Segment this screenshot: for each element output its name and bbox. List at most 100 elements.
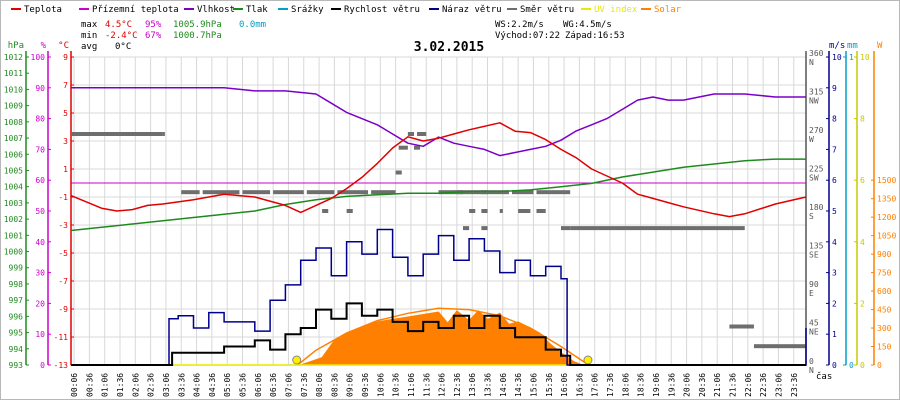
x-tick-label: 14:36 — [514, 373, 523, 397]
temperature-tick-label: -11 — [54, 333, 69, 342]
humidity-tick-label: 30 — [35, 269, 45, 278]
pressure-tick-label: 997 — [9, 296, 24, 305]
direction-compass-label: W — [809, 135, 814, 144]
x-tick-label: 03:36 — [177, 373, 186, 397]
wind-direction-segment — [273, 190, 304, 195]
x-tick-label: 07:06 — [284, 373, 293, 397]
x-tick-label: 09:06 — [346, 373, 355, 397]
pressure-tick-label: 1004 — [4, 183, 23, 192]
x-tick-label: 19:06 — [652, 373, 661, 397]
wind-direction-segment — [536, 190, 571, 195]
pressure-tick-label: 1009 — [4, 102, 23, 111]
x-tick-label: 21:36 — [729, 373, 738, 397]
wind-tick-label: 5 — [832, 207, 837, 216]
wind-direction-segment — [570, 226, 745, 231]
wind-direction-segment — [202, 190, 240, 195]
legend-label-smer: Směr větru — [520, 5, 574, 15]
rain-axis-unit: mm — [847, 41, 858, 51]
pressure-tick-label: 999 — [9, 264, 24, 273]
wind-direction-segment — [181, 190, 200, 195]
line-series — [70, 87, 807, 366]
direction-tick-label: 270 — [809, 126, 824, 135]
pressure-tick-label: 1007 — [4, 134, 23, 143]
humidity-axis-unit: % — [41, 41, 47, 51]
solar-tick-label: 1500 — [877, 176, 896, 185]
x-tick-label: 04:36 — [208, 373, 217, 397]
x-tick-label: 15:06 — [529, 373, 538, 397]
legend-label-vlhkost: Vlhkost — [197, 5, 235, 15]
x-tick-label: 06:06 — [254, 373, 263, 397]
x-tick-label: 23:06 — [774, 373, 783, 397]
temperature-tick-label: -13 — [54, 361, 69, 370]
solar-axis-unit: W — [877, 41, 883, 51]
uv-tick-label: 6 — [860, 176, 865, 185]
wind-direction-segment — [414, 145, 421, 150]
stat-avg-temp: 0°C — [115, 42, 131, 52]
wind-direction-segment — [518, 209, 531, 213]
wind-tick-label: 3 — [832, 269, 837, 278]
sun-marker — [292, 355, 302, 365]
pressure-tick-label: 1006 — [4, 150, 23, 159]
stats-block: max 4.5°C 95% 1005.9hPa 0.0mm min -2.4°C… — [81, 20, 625, 52]
pressure-tick-label: 1008 — [4, 118, 23, 127]
wind-direction-segment — [512, 190, 534, 195]
stat-max-label: max — [81, 20, 98, 30]
stat-max-rain: 0.0mm — [239, 20, 266, 30]
x-tick-label: 14:06 — [499, 373, 508, 397]
humidity-tick-label: 90 — [35, 84, 45, 93]
direction-compass-label: E — [809, 289, 814, 298]
x-tick-label: 11:06 — [407, 373, 416, 397]
solar-tick-label: 900 — [877, 250, 892, 259]
x-tick-label: 11:36 — [422, 373, 431, 397]
wind-speed-info: WS:2.2m/s — [495, 20, 544, 30]
wind-direction-segment — [71, 132, 163, 136]
direction-tick-label: 45 — [809, 319, 819, 328]
humidity-tick-label: 100 — [31, 53, 46, 62]
uv-tick-label: 4 — [860, 238, 865, 247]
x-tick-label: 06:36 — [269, 373, 278, 397]
x-tick-label: 08:36 — [330, 373, 339, 397]
direction-compass-label: S — [809, 212, 814, 221]
wind-tick-label: 1 — [832, 330, 837, 339]
sunrise-info: Východ:07:22 — [495, 31, 560, 41]
x-tick-label: 13:06 — [468, 373, 477, 397]
direction-compass-label: SE — [809, 251, 819, 260]
sunset-info: Západ:16:53 — [565, 31, 625, 41]
pressure-axis-unit: hPa — [8, 41, 24, 51]
solar-tick-label: 300 — [877, 324, 892, 333]
solar-tick-label: 750 — [877, 269, 892, 278]
temperature-tick-label: -7 — [58, 277, 68, 286]
legend-label-uv: UV index — [594, 5, 638, 15]
solar-tick-label: 1200 — [877, 213, 896, 222]
direction-tick-label: 360 — [809, 49, 824, 58]
wind-direction-segment — [398, 145, 408, 150]
humidity-tick-label: 80 — [35, 115, 45, 124]
wind-direction-segment — [753, 344, 806, 349]
wind-direction-segment — [322, 209, 329, 213]
wind-direction-segment — [463, 226, 470, 231]
wind-tick-label: 7 — [832, 145, 837, 154]
pressure-tick-label: 994 — [9, 345, 24, 354]
x-tick-label: 21:06 — [713, 373, 722, 397]
wind-gust-line — [71, 228, 807, 366]
humidity-tick-label: 60 — [35, 176, 45, 185]
x-tick-label: 13:36 — [484, 373, 493, 397]
pressure-line — [70, 158, 806, 232]
temperature-tick-label: -3 — [58, 221, 68, 230]
x-tick-label: 01:06 — [101, 373, 110, 397]
x-tick-label: 02:36 — [147, 373, 156, 397]
wind-direction-segment — [469, 209, 476, 213]
wind-direction-segment — [395, 170, 402, 175]
stat-min-label: min — [81, 31, 97, 41]
legend: Teplota Přízemní teplota Vlhkost Tlak Srážky… — [11, 5, 682, 15]
legend-label-srazky: Srážky — [291, 5, 324, 15]
direction-compass-label: N — [809, 366, 814, 375]
legend-label-prizemni: Přízemní teplota — [92, 5, 179, 15]
legend-label-naraz: Náraz větru — [442, 5, 502, 15]
solar-tick-label: 600 — [877, 287, 892, 296]
x-tick-label: 18:06 — [621, 373, 630, 397]
x-tick-label: 20:06 — [683, 373, 692, 397]
stat-min-hum: 67% — [145, 31, 162, 41]
wind-direction-segment — [346, 209, 353, 213]
